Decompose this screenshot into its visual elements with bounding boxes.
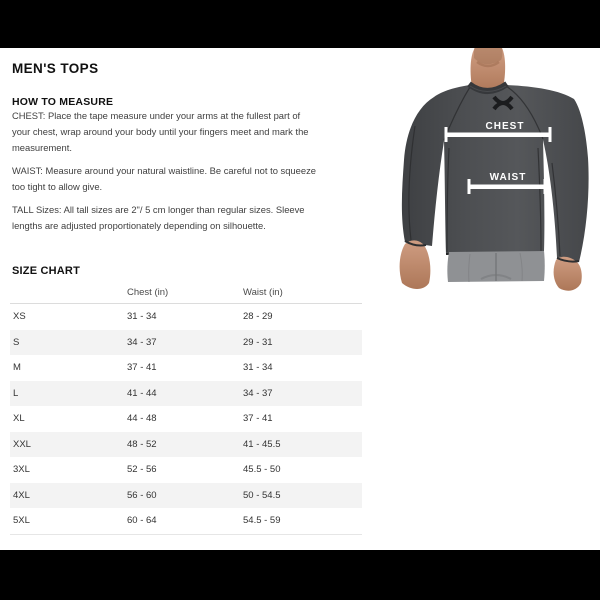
size-chart-table: Chest (in) Waist (in) XS 31 - 34 28 - 29… <box>10 281 362 535</box>
table-row: S 34 - 37 29 - 31 <box>10 329 362 355</box>
chest-cell: 60 - 64 <box>127 515 157 527</box>
waist-cell: 37 - 41 <box>243 413 273 425</box>
size-cell: 5XL <box>13 515 30 527</box>
chest-column-header: Chest (in) <box>127 286 169 298</box>
chest-cell: 31 - 34 <box>127 311 157 323</box>
waist-measure-marker: WAIST <box>467 172 547 194</box>
chest-instruction: CHEST: Place the tape measure under your… <box>12 110 309 153</box>
model-hands <box>399 240 582 291</box>
table-row: XL 44 - 48 37 - 41 <box>10 406 362 432</box>
waist-cell: 41 - 45.5 <box>243 438 281 450</box>
size-chart-heading: SIZE CHART <box>12 265 80 278</box>
table-row: XXL 48 - 52 41 - 45.5 <box>10 431 362 457</box>
model-shorts <box>447 251 545 283</box>
under-armour-logo-icon <box>492 95 514 111</box>
table-row: XS 31 - 34 28 - 29 <box>10 304 362 330</box>
table-row: L 41 - 44 34 - 37 <box>10 380 362 406</box>
waist-cell: 54.5 - 59 <box>243 515 281 527</box>
compression-shirt <box>401 81 589 262</box>
waist-measure-label: WAIST <box>490 172 527 183</box>
chest-cell: 56 - 60 <box>127 489 157 501</box>
chest-cell: 41 - 44 <box>127 387 157 399</box>
model-neck <box>470 48 506 94</box>
size-chart-header-row: Chest (in) Waist (in) <box>10 281 362 304</box>
size-cell: 4XL <box>13 489 30 501</box>
waist-column-header: Waist (in) <box>243 286 283 298</box>
size-cell: M <box>13 362 21 374</box>
chest-cell: 34 - 37 <box>127 336 157 348</box>
chest-cell: 44 - 48 <box>127 413 157 425</box>
waist-cell: 50 - 54.5 <box>243 489 281 501</box>
size-cell: XS <box>13 311 26 323</box>
chest-cell: 48 - 52 <box>127 438 157 450</box>
size-cell: 3XL <box>13 464 30 476</box>
model-figure-illustration: CHEST WAIST <box>399 48 589 291</box>
chest-cell: 52 - 56 <box>127 464 157 476</box>
size-cell: XXL <box>13 438 31 450</box>
waist-cell: 28 - 29 <box>243 311 273 323</box>
waist-cell: 29 - 31 <box>243 336 273 348</box>
table-row: M 37 - 41 31 - 34 <box>10 355 362 381</box>
how-to-measure-heading: HOW TO MEASURE <box>12 95 114 108</box>
chest-cell: 37 - 41 <box>127 362 157 374</box>
chest-measure-label: CHEST <box>486 121 525 132</box>
table-row: 5XL 60 - 64 54.5 - 59 <box>10 508 362 534</box>
letterbox-bottom <box>0 550 600 600</box>
waist-cell: 34 - 37 <box>243 387 273 399</box>
chest-measure-marker: CHEST <box>444 121 552 142</box>
letterbox-top <box>0 0 600 48</box>
size-cell: S <box>13 336 20 348</box>
size-cell: XL <box>13 413 25 425</box>
table-row: 3XL 52 - 56 45.5 - 50 <box>10 457 362 483</box>
waist-instruction: WAIST: Measure around your natural waist… <box>12 165 316 192</box>
size-cell: L <box>13 387 19 399</box>
model-photo: CHEST WAIST <box>385 48 600 291</box>
tall-sizes-instruction: TALL Sizes: All tall sizes are 2"/ 5 cm … <box>12 204 305 231</box>
how-to-measure-copy: CHEST: Place the tape measure under your… <box>12 108 320 241</box>
page-title: MEN'S TOPS <box>12 61 99 77</box>
waist-cell: 31 - 34 <box>243 362 273 374</box>
waist-cell: 45.5 - 50 <box>243 464 281 476</box>
table-row: 4XL 56 - 60 50 - 54.5 <box>10 482 362 508</box>
